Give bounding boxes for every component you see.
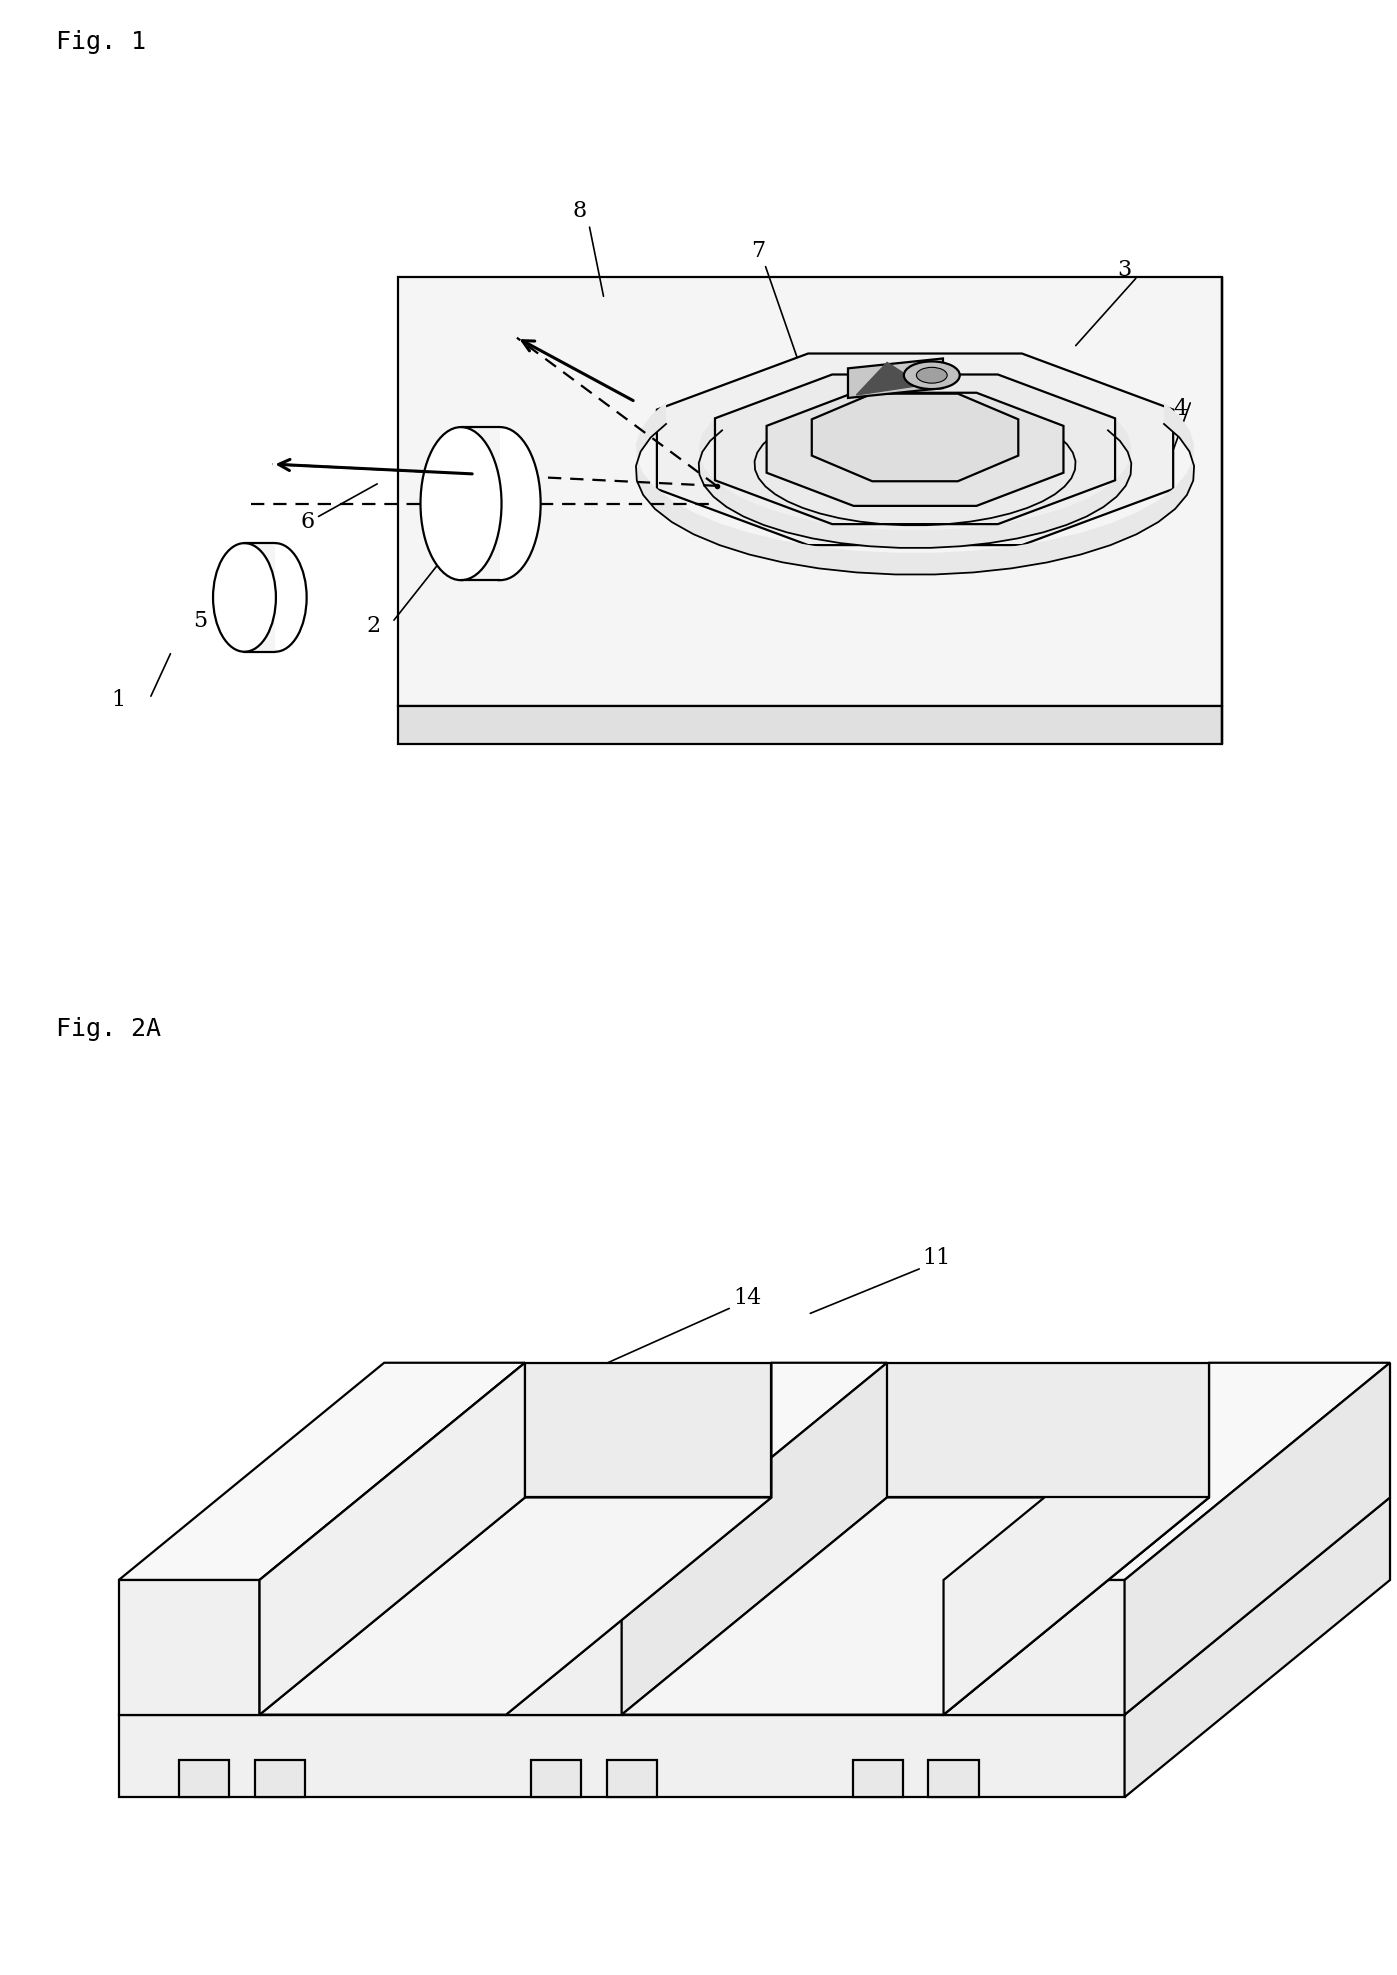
Polygon shape: [244, 543, 275, 652]
Polygon shape: [943, 1363, 1208, 1714]
Polygon shape: [398, 276, 1222, 705]
Polygon shape: [606, 1760, 657, 1797]
Polygon shape: [260, 1363, 525, 1714]
Text: Fig. 2A: Fig. 2A: [56, 1017, 161, 1041]
Ellipse shape: [212, 543, 275, 652]
Polygon shape: [698, 413, 1132, 547]
Polygon shape: [856, 361, 922, 395]
Text: 2: 2: [366, 614, 380, 638]
Polygon shape: [657, 354, 1173, 545]
Polygon shape: [1125, 1363, 1390, 1714]
Polygon shape: [398, 705, 1222, 745]
Text: Fig. 1: Fig. 1: [56, 30, 145, 53]
Polygon shape: [260, 1497, 771, 1714]
Polygon shape: [767, 393, 1063, 506]
Polygon shape: [254, 1760, 305, 1797]
Text: 5: 5: [193, 610, 207, 632]
Text: 4: 4: [1173, 397, 1187, 421]
Polygon shape: [943, 1363, 1390, 1580]
Polygon shape: [119, 1363, 525, 1580]
Polygon shape: [848, 359, 943, 397]
Polygon shape: [754, 421, 1076, 525]
Polygon shape: [812, 393, 1018, 482]
Ellipse shape: [420, 427, 502, 581]
Text: 14: 14: [733, 1286, 761, 1309]
Polygon shape: [943, 1363, 1208, 1714]
Text: 6: 6: [300, 512, 314, 533]
Polygon shape: [119, 1714, 1125, 1797]
Polygon shape: [525, 1363, 771, 1497]
Text: 11: 11: [922, 1246, 950, 1270]
Polygon shape: [622, 1497, 1208, 1714]
Polygon shape: [943, 1580, 1125, 1714]
Ellipse shape: [904, 361, 960, 389]
Polygon shape: [929, 1760, 979, 1797]
Polygon shape: [715, 375, 1115, 523]
Polygon shape: [887, 1363, 1208, 1497]
Polygon shape: [461, 427, 500, 581]
Polygon shape: [119, 1497, 1390, 1714]
Polygon shape: [260, 1363, 525, 1714]
Ellipse shape: [916, 367, 947, 383]
Text: 8: 8: [573, 199, 587, 223]
Polygon shape: [622, 1363, 887, 1714]
Polygon shape: [636, 403, 1194, 575]
Polygon shape: [506, 1363, 771, 1714]
Polygon shape: [179, 1760, 229, 1797]
Polygon shape: [1125, 1497, 1390, 1797]
Ellipse shape: [460, 427, 541, 581]
Polygon shape: [119, 1580, 260, 1714]
Text: 3: 3: [1118, 259, 1132, 282]
Text: 7: 7: [752, 239, 766, 263]
Polygon shape: [531, 1760, 581, 1797]
Polygon shape: [854, 1760, 904, 1797]
Text: 1: 1: [112, 689, 126, 711]
Polygon shape: [506, 1580, 622, 1714]
Ellipse shape: [243, 543, 306, 652]
Polygon shape: [506, 1363, 887, 1580]
